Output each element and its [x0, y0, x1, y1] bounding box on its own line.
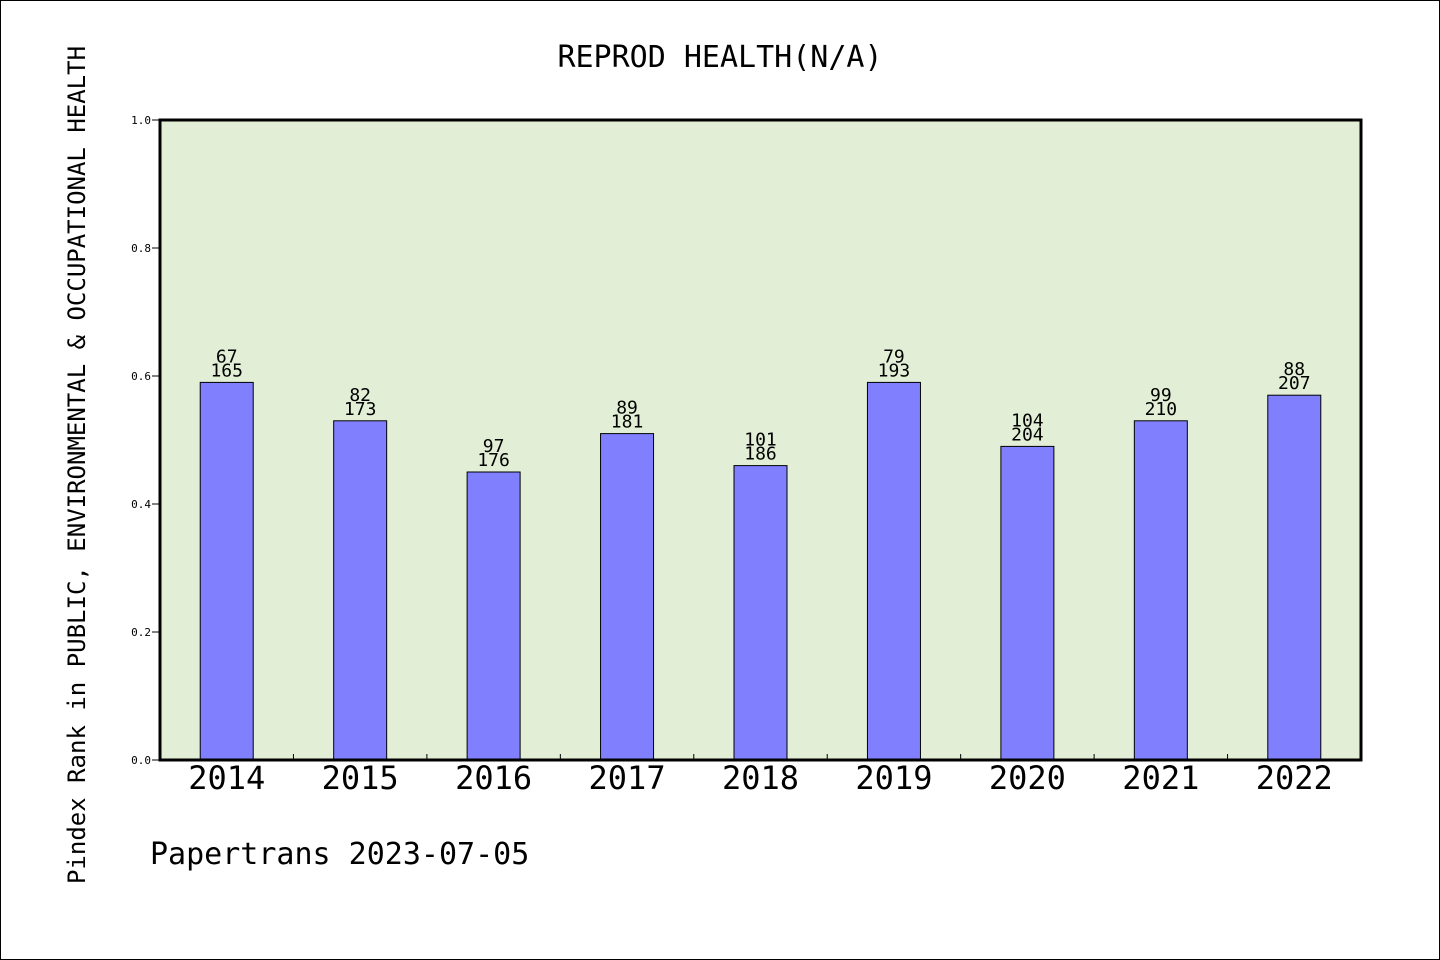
bar-label-top: 99 — [1150, 385, 1172, 406]
bar-label-top: 101 — [744, 430, 777, 451]
x-tick-label: 2014 — [188, 759, 265, 797]
y-tick-label: 0.4 — [131, 498, 151, 511]
y-axis-label: Pindex Rank in PUBLIC, ENVIRONMENTAL & O… — [63, 46, 91, 884]
bar-2020 — [1000, 445, 1055, 761]
x-tick-label: 2017 — [589, 759, 666, 797]
bar-label-bottom: 165 — [210, 360, 243, 381]
bar-2015 — [333, 420, 388, 761]
y-axis-ticks: 0.0 0.2 0.4 0.6 0.8 1.0 — [131, 114, 160, 767]
bar-label-top: 82 — [349, 385, 371, 406]
x-axis-ticks: 2014 2015 2016 2017 2018 2019 2020 2021 2022 — [188, 754, 1333, 797]
bar-2019 — [866, 381, 921, 761]
y-tick-label: 0.0 — [131, 754, 151, 767]
plot-border — [158, 118, 1363, 762]
bar-2017 — [600, 433, 655, 761]
bar-2022 — [1267, 394, 1322, 761]
bar-label-bottom: 186 — [744, 444, 777, 465]
bars: 6716582173971768918110118679193104204992… — [199, 346, 1322, 761]
x-tick-label: 2021 — [1122, 759, 1199, 797]
x-tick-label: 2019 — [855, 759, 932, 797]
bar-2021 — [1133, 420, 1188, 761]
bar-label-top: 89 — [616, 398, 638, 419]
x-tick-label: 2018 — [722, 759, 799, 797]
bar-label-bottom: 176 — [477, 450, 510, 471]
x-tick-label: 2016 — [455, 759, 532, 797]
bar-label-bottom: 210 — [1145, 399, 1178, 420]
bar-2016 — [466, 471, 521, 761]
footer-text: Papertrans 2023-07-05 — [150, 837, 529, 872]
bar-2018 — [733, 465, 788, 761]
bar-2014 — [199, 381, 254, 761]
bar-label-bottom: 204 — [1011, 424, 1044, 445]
y-tick-label: 1.0 — [131, 114, 151, 127]
y-tick-label: 0.2 — [131, 626, 151, 639]
y-tick-label: 0.6 — [131, 370, 151, 383]
chart-title: REPROD HEALTH(N/A) — [557, 40, 882, 75]
bar-label-top: 104 — [1011, 410, 1044, 431]
bar-label-top: 79 — [883, 346, 905, 367]
x-tick-label: 2020 — [989, 759, 1066, 797]
bar-label-top: 67 — [216, 346, 238, 367]
bar-label-bottom: 181 — [611, 412, 644, 433]
bar-label-top: 97 — [483, 436, 505, 457]
y-tick-label: 0.8 — [131, 242, 151, 255]
bar-label-top: 88 — [1283, 359, 1305, 380]
x-tick-label: 2022 — [1256, 759, 1333, 797]
x-tick-label: 2015 — [322, 759, 399, 797]
bar-label-bottom: 207 — [1278, 373, 1311, 394]
bar-label-bottom: 173 — [344, 399, 377, 420]
bar-label-bottom: 193 — [878, 360, 911, 381]
